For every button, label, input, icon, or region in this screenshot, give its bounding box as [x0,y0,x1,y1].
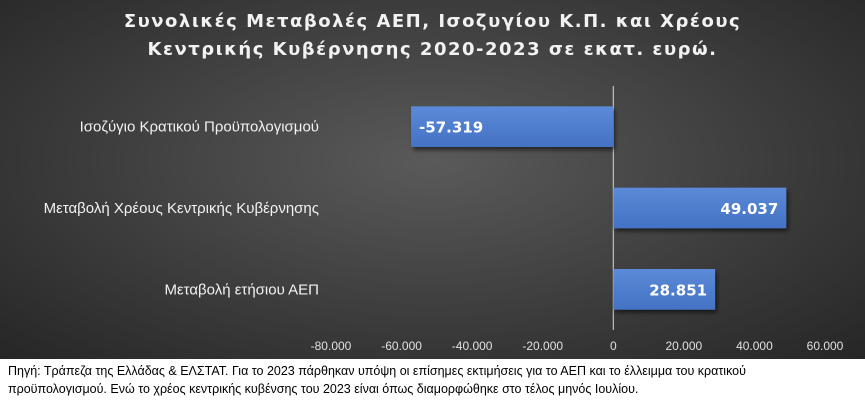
chart-title: Συνολικές Μεταβολές ΑΕΠ, Ισοζυγίου Κ.Π. … [0,8,865,64]
value-label-2: 49.037 [720,200,778,218]
bar-2 [613,187,787,229]
x-tick-label: -40.000 [452,339,493,353]
chart-title-line-1: Συνολικές Μεταβολές ΑΕΠ, Ισοζυγίου Κ.Π. … [123,11,742,32]
x-tick-label: 0 [610,339,617,353]
x-tick-label: 40.000 [736,339,773,353]
x-tick-label: 20.000 [666,339,703,353]
source-note-line-2: προϋπολογισμού. Ενώ το χρέος κεντρικής κ… [8,382,639,396]
source-note: Πηγή: Τράπεζα της Ελλάδας & ΕΛΣΤΑΤ. Για … [8,362,858,398]
bar-3 [613,269,716,310]
value-label-1: -57.319 [419,119,483,137]
category-label-1: Ισοζύγιο Κρατικού Προϋπολογισμού [80,119,319,136]
bar-chart: Ισοζύγιο Κρατικού Προϋπολογισμού -57.319 Μ… [44,86,844,353]
source-note-line-1: Πηγή: Τράπεζα της Ελλάδας & ΕΛΣΤΑΤ. Για … [8,364,746,378]
value-label-3: 28.851 [649,281,707,299]
bar-1 [411,106,614,147]
chart-area: Συνολικές Μεταβολές ΑΕΠ, Ισοζυγίου Κ.Π. … [0,0,865,359]
category-label-3: Μεταβολή ετήσιου ΑΕΠ [164,281,319,298]
x-tick-label: -20.000 [522,339,563,353]
category-label-2: Μεταβολή Χρέους Κεντρικής Κυβέρνησης [44,200,319,217]
chart-title-line-2: Κεντρικής Κυβέρνησης 2020-2023 σε εκατ. … [147,39,718,60]
x-tick-label: -80.000 [311,339,352,353]
x-tick-label: -60.000 [381,339,422,353]
x-tick-label: 60.000 [807,339,844,353]
